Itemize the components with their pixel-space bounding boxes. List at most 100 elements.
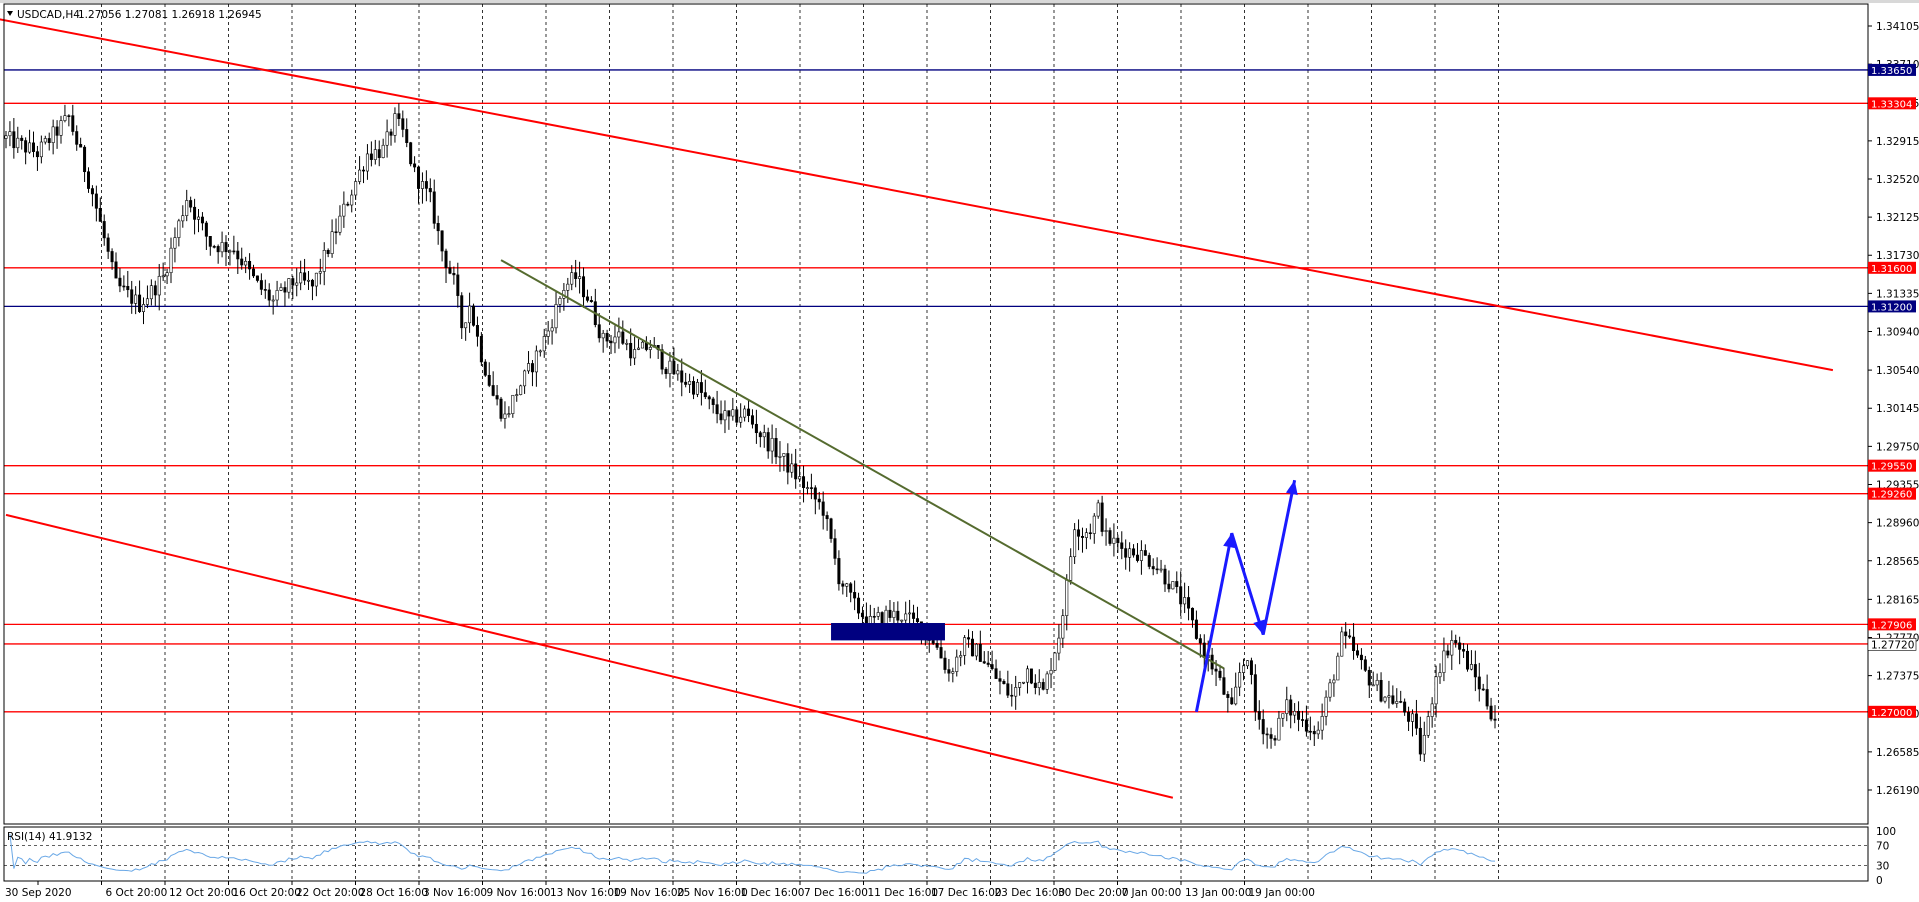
projection-path[interactable]	[1194, 479, 1297, 713]
candle-body	[1391, 695, 1395, 704]
candle-body	[1422, 734, 1426, 755]
candle-body	[1300, 719, 1304, 721]
candle-body	[1383, 696, 1387, 702]
candle-body	[754, 423, 758, 434]
price-tick-label: 1.32915	[1876, 136, 1919, 148]
candle-body	[1253, 674, 1257, 712]
candle-body	[79, 144, 83, 148]
candle-body	[1324, 696, 1328, 717]
candle-body	[1088, 532, 1092, 535]
candle-body	[1320, 716, 1324, 731]
candle-body	[978, 643, 982, 662]
candle-body	[130, 289, 134, 304]
candle-body	[275, 290, 279, 301]
price-tick-label: 1.26585	[1876, 747, 1919, 759]
candle-body	[1077, 529, 1081, 537]
candle-body	[986, 662, 990, 665]
time-tick-label: 7 Dec 16:00	[804, 887, 868, 899]
candle-body	[1151, 566, 1155, 570]
time-tick-label: 19 Jan 00:00	[1249, 887, 1315, 899]
candle-body	[346, 203, 350, 206]
candle-body	[1265, 733, 1269, 736]
upper-channel-line[interactable]	[0, 13, 1834, 372]
candle-body	[236, 250, 240, 260]
candle-body	[464, 322, 468, 329]
annotations[interactable]	[0, 13, 1834, 799]
candle-body	[1395, 701, 1399, 704]
candle-body	[373, 149, 377, 160]
candle-body	[582, 276, 586, 298]
candle-body	[1084, 532, 1088, 538]
candle-body	[1132, 548, 1136, 556]
candle-body	[750, 415, 754, 425]
candle-body	[181, 215, 185, 222]
candle-body	[872, 615, 876, 618]
last-price-tag	[1867, 638, 1917, 651]
candle-body	[377, 149, 381, 158]
candle-body	[1375, 679, 1379, 686]
candle-body	[428, 188, 432, 193]
candle-body	[727, 410, 731, 417]
candle-body	[420, 181, 424, 189]
candle-body	[1065, 580, 1069, 616]
candle-body	[778, 456, 782, 458]
dropdown-triangle-icon[interactable]	[7, 11, 13, 16]
candle-body	[310, 279, 314, 287]
candle-body	[613, 336, 617, 344]
candle-body	[959, 655, 963, 658]
candle-body	[739, 416, 743, 423]
candle-body	[1092, 515, 1096, 534]
candle-body	[208, 236, 212, 247]
candle-body	[299, 272, 303, 284]
candle-body	[1277, 717, 1281, 741]
candle-body	[224, 242, 228, 253]
candle-body	[295, 282, 299, 286]
demand-zone[interactable]	[831, 623, 945, 641]
time-tick-label: 19 Nov 16:00	[614, 887, 685, 899]
candle-body	[39, 141, 43, 158]
price-tick-label: 1.30145	[1876, 403, 1919, 415]
lower-channel-line[interactable]	[5, 513, 1174, 799]
candle-body	[1328, 682, 1332, 698]
candle-body	[228, 250, 232, 253]
candle-body	[1238, 672, 1242, 688]
candle-body	[1304, 719, 1308, 732]
candle-body	[20, 137, 24, 141]
candle-body	[291, 278, 295, 286]
candle-body	[365, 153, 369, 172]
candle-body	[263, 289, 267, 291]
candle-body	[849, 583, 853, 593]
candle-body	[786, 453, 790, 473]
candle-body	[837, 558, 841, 585]
candle-body	[821, 501, 825, 516]
candle-body	[664, 368, 668, 375]
horizontal-levels[interactable]	[4, 69, 1868, 713]
candle-body	[743, 408, 747, 418]
candle-body	[1179, 586, 1183, 605]
candle-body	[1371, 684, 1375, 687]
candle-body	[1057, 637, 1061, 654]
candle-body	[303, 272, 307, 281]
candle-body	[1120, 542, 1124, 549]
candle-body	[915, 618, 919, 623]
candle-body	[118, 277, 122, 287]
candle-body	[369, 153, 373, 160]
candle-body	[71, 115, 75, 132]
candle-body	[621, 331, 625, 344]
candle-body	[358, 169, 362, 182]
candle-body	[1194, 619, 1198, 639]
time-tick-label: 25 Nov 16:00	[677, 887, 748, 899]
candle-body	[637, 347, 641, 350]
candle-body	[185, 200, 189, 216]
candle-body	[240, 258, 244, 266]
candle-body	[1340, 631, 1344, 657]
candle-body	[314, 272, 318, 287]
olive-trendline[interactable]	[500, 259, 1225, 670]
price-tick-label: 1.28165	[1876, 594, 1919, 606]
candle-body	[157, 275, 161, 296]
candle-body	[1014, 687, 1018, 697]
candle-body	[1297, 710, 1301, 720]
last-price-label: 1.27720	[1871, 639, 1914, 651]
